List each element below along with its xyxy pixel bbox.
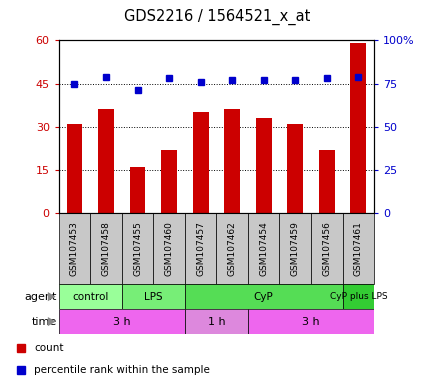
- Text: GSM107455: GSM107455: [133, 221, 142, 276]
- Text: GSM107462: GSM107462: [227, 221, 236, 276]
- Bar: [129, 167, 145, 213]
- Text: CyP: CyP: [253, 291, 273, 302]
- Text: 3 h: 3 h: [302, 316, 319, 327]
- Bar: [184, 284, 342, 309]
- Bar: [122, 213, 153, 284]
- Text: GSM107454: GSM107454: [259, 221, 268, 276]
- Bar: [66, 124, 82, 213]
- Bar: [318, 150, 334, 213]
- Text: 1 h: 1 h: [207, 316, 225, 327]
- Text: GSM107459: GSM107459: [290, 221, 299, 276]
- Bar: [287, 124, 302, 213]
- Text: count: count: [34, 343, 63, 353]
- Bar: [161, 150, 177, 213]
- Text: 3 h: 3 h: [113, 316, 130, 327]
- Bar: [342, 213, 373, 284]
- Bar: [192, 112, 208, 213]
- Bar: [59, 213, 90, 284]
- Bar: [122, 284, 184, 309]
- Bar: [59, 309, 184, 334]
- Bar: [342, 284, 373, 309]
- Bar: [255, 118, 271, 213]
- Text: control: control: [72, 291, 108, 302]
- Bar: [216, 213, 247, 284]
- Text: CyP plus LPS: CyP plus LPS: [329, 292, 386, 301]
- Bar: [90, 213, 122, 284]
- Bar: [98, 109, 114, 213]
- Text: GSM107460: GSM107460: [164, 221, 173, 276]
- Text: LPS: LPS: [144, 291, 162, 302]
- Bar: [350, 43, 365, 213]
- Bar: [224, 109, 240, 213]
- Bar: [247, 213, 279, 284]
- Text: GSM107457: GSM107457: [196, 221, 205, 276]
- Text: agent: agent: [24, 291, 56, 302]
- Text: GSM107458: GSM107458: [101, 221, 110, 276]
- Text: GSM107456: GSM107456: [322, 221, 331, 276]
- Text: percentile rank within the sample: percentile rank within the sample: [34, 366, 210, 376]
- Bar: [279, 213, 310, 284]
- Bar: [59, 284, 122, 309]
- Text: time: time: [31, 316, 56, 327]
- Text: GSM107453: GSM107453: [70, 221, 79, 276]
- Bar: [184, 213, 216, 284]
- Bar: [153, 213, 184, 284]
- Bar: [184, 309, 247, 334]
- Text: GDS2216 / 1564521_x_at: GDS2216 / 1564521_x_at: [124, 9, 310, 25]
- Bar: [310, 213, 342, 284]
- Bar: [247, 309, 373, 334]
- Text: GSM107461: GSM107461: [353, 221, 362, 276]
